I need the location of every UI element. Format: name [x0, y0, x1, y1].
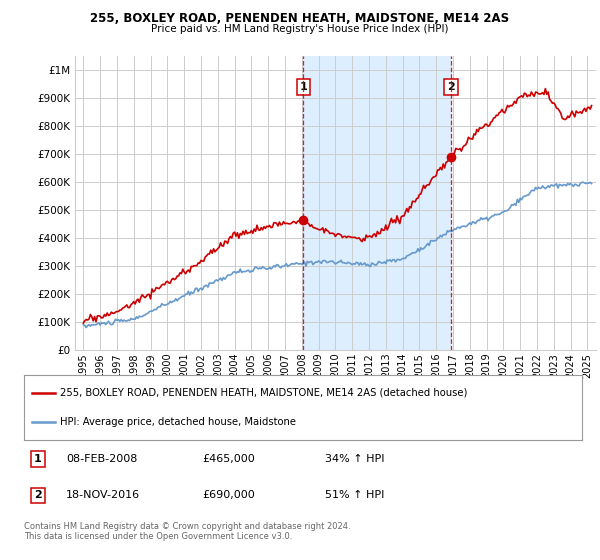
Text: 34% ↑ HPI: 34% ↑ HPI: [325, 454, 385, 464]
Text: HPI: Average price, detached house, Maidstone: HPI: Average price, detached house, Maid…: [60, 417, 296, 427]
Text: 2: 2: [447, 82, 455, 92]
Text: Price paid vs. HM Land Registry's House Price Index (HPI): Price paid vs. HM Land Registry's House …: [151, 24, 449, 34]
Text: Contains HM Land Registry data © Crown copyright and database right 2024.
This d: Contains HM Land Registry data © Crown c…: [24, 522, 350, 542]
Text: 255, BOXLEY ROAD, PENENDEN HEATH, MAIDSTONE, ME14 2AS (detached house): 255, BOXLEY ROAD, PENENDEN HEATH, MAIDST…: [60, 388, 467, 398]
Bar: [304, 56, 451, 350]
Text: 1: 1: [34, 454, 42, 464]
Text: 18-NOV-2016: 18-NOV-2016: [66, 491, 140, 500]
Text: 51% ↑ HPI: 51% ↑ HPI: [325, 491, 385, 500]
Text: 2: 2: [34, 491, 42, 500]
Text: 255, BOXLEY ROAD, PENENDEN HEATH, MAIDSTONE, ME14 2AS: 255, BOXLEY ROAD, PENENDEN HEATH, MAIDST…: [91, 12, 509, 25]
Text: 08-FEB-2008: 08-FEB-2008: [66, 454, 137, 464]
Text: £690,000: £690,000: [203, 491, 256, 500]
Text: 1: 1: [299, 82, 307, 92]
Text: £465,000: £465,000: [203, 454, 256, 464]
